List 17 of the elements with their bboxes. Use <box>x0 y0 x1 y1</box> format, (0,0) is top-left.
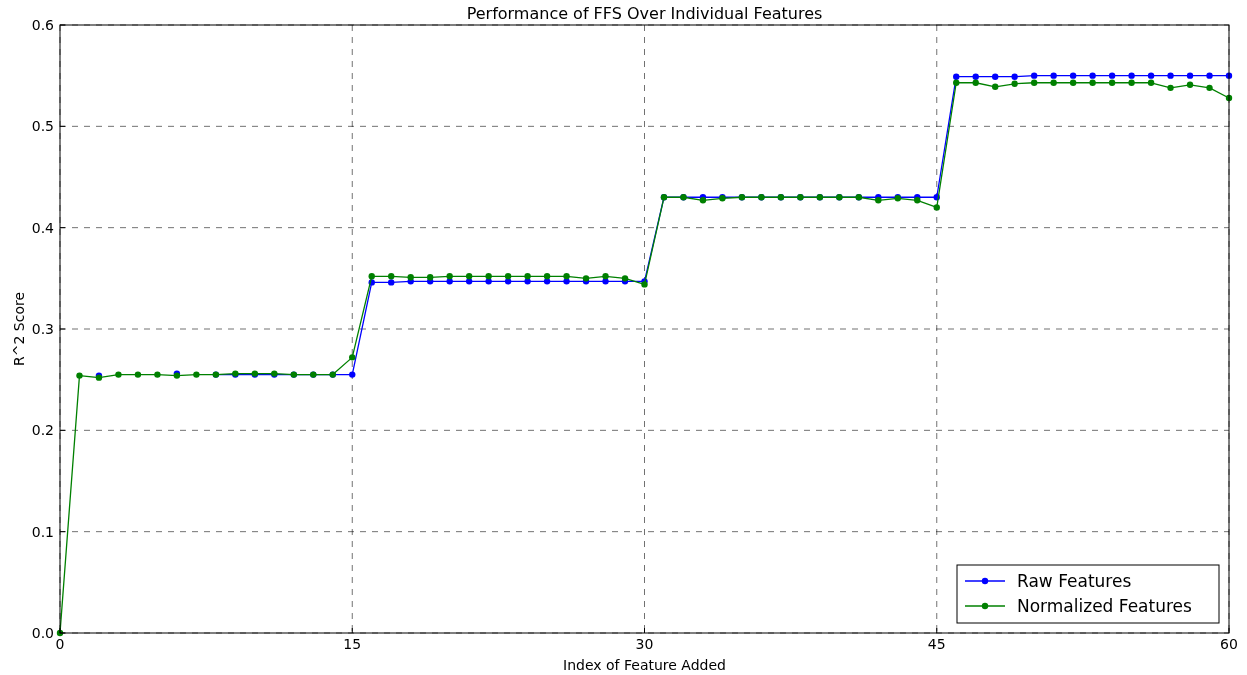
x-tick-label: 0 <box>55 636 65 652</box>
y-tick-label: 0.0 <box>31 625 54 641</box>
x-axis-title: Index of Feature Added <box>563 657 726 673</box>
y-tick-label: 0.2 <box>31 422 54 439</box>
y-tick-label: 0.1 <box>31 523 54 540</box>
x-tick-label: 60 <box>1220 636 1238 652</box>
y-tick-label: 0.4 <box>31 219 55 236</box>
y-tick-label: 0.5 <box>31 118 54 135</box>
y-axis-title: R^2 Score <box>11 291 27 367</box>
legend-label: Raw Features <box>1017 571 1132 591</box>
legend-label: Normalized Features <box>1017 596 1193 616</box>
x-tick-label: 30 <box>635 636 654 652</box>
chart-title: Performance of FFS Over Individual Features <box>466 4 823 23</box>
x-tick-label: 15 <box>343 636 362 652</box>
x-tick-label: 45 <box>927 636 946 652</box>
y-tick-label: 0.6 <box>31 17 55 33</box>
y-tick-label: 0.3 <box>31 321 54 337</box>
